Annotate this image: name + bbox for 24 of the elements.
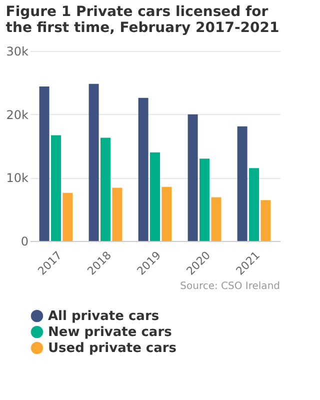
y-tick-label: 20k: [6, 108, 29, 122]
bar: [162, 186, 172, 241]
bar: [39, 86, 50, 241]
bar: [188, 114, 198, 241]
bar: [88, 84, 99, 241]
bar: [237, 126, 248, 241]
chart-title: Figure 1 Private cars licensed for the first time, February 2017-2021: [6, 4, 280, 36]
source-note: Source: CSO Ireland: [180, 281, 280, 292]
legend-label: Used private cars: [48, 341, 177, 356]
bar: [100, 138, 110, 241]
legend-label: New private cars: [48, 325, 172, 340]
legend-label: All private cars: [48, 309, 160, 324]
y-tick-label: 10k: [6, 171, 29, 186]
bar: [112, 188, 122, 241]
bar: [50, 135, 61, 241]
y-tick-label: 30k: [6, 44, 29, 58]
bar: [62, 192, 73, 241]
bar: [249, 168, 260, 241]
bar: [211, 197, 222, 241]
y-tick-label: 0: [20, 234, 28, 248]
bar: [138, 98, 148, 241]
bar: [260, 200, 271, 241]
bar: [200, 158, 210, 241]
bar: [150, 152, 160, 241]
